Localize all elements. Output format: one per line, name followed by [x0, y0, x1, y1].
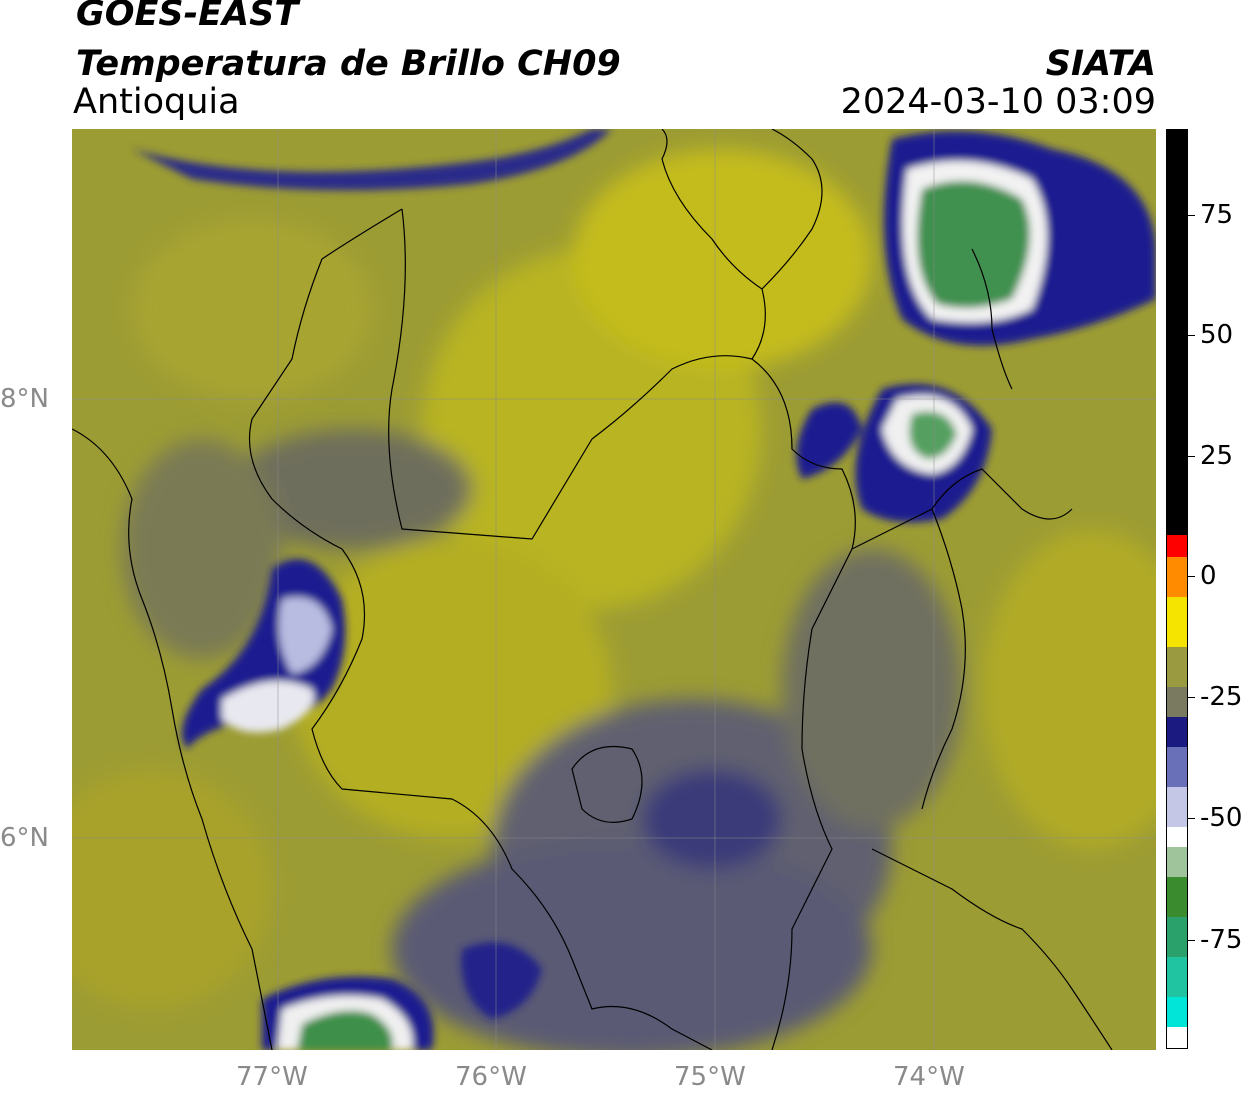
- colorbar-gradient: [1167, 130, 1187, 1048]
- longitude-label: 77°W: [236, 1062, 308, 1092]
- colorbar-tick: [1188, 818, 1195, 819]
- colorbar-tick: [1188, 576, 1195, 577]
- brightness-fields: [72, 149, 1156, 1050]
- satellite-map[interactable]: [72, 129, 1156, 1050]
- longitude-label: 74°W: [893, 1062, 965, 1092]
- grid-lines: [72, 129, 1156, 1050]
- colorbar: [1166, 129, 1188, 1049]
- colorbar-label: 0: [1200, 561, 1217, 591]
- organization-label: SIATA: [1045, 44, 1156, 84]
- longitude-label: 76°W: [455, 1062, 527, 1092]
- colorbar-tick: [1188, 697, 1195, 698]
- colorbar-tick: [1188, 940, 1195, 941]
- colorbar-label: -50: [1200, 803, 1243, 833]
- colorbar-label: -75: [1200, 925, 1243, 955]
- latitude-label: 8°N: [0, 384, 49, 414]
- longitude-label: 75°W: [674, 1062, 746, 1092]
- colorbar-tick: [1188, 335, 1195, 336]
- colorbar-label: 50: [1200, 320, 1234, 350]
- colorbar-label: 25: [1200, 441, 1234, 471]
- colorbar-tick: [1188, 215, 1195, 216]
- colorbar-tick: [1188, 456, 1195, 457]
- region-label: Antioquia: [73, 82, 240, 122]
- product-title: Temperatura de Brillo CH09: [76, 44, 621, 84]
- colorbar-label: 75: [1200, 200, 1234, 230]
- administrative-borders: [72, 129, 1113, 1050]
- latitude-label: 6°N: [0, 823, 49, 853]
- cloud-bands: [132, 129, 1156, 1050]
- map-svg: [72, 129, 1156, 1050]
- timestamp-label: 2024-03-10 03:09: [840, 82, 1156, 122]
- colorbar-label: -25: [1200, 682, 1243, 712]
- satellite-title: GOES-EAST: [76, 0, 299, 34]
